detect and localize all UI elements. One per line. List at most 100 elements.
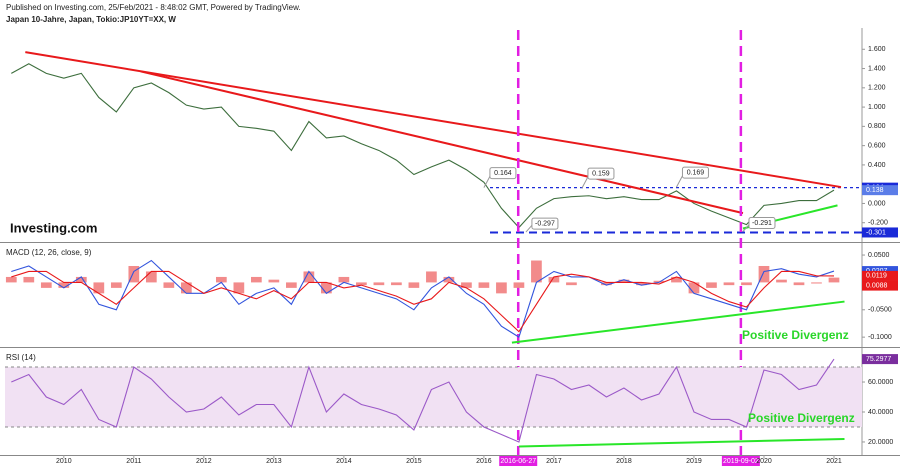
annotation-label: 0.164: [494, 170, 512, 177]
histogram-bar: [758, 265, 770, 283]
date-tag-label: 2016-06-27: [500, 458, 536, 465]
histogram-bar: [286, 282, 297, 288]
histogram-bar: [793, 282, 805, 286]
histogram-bar: [723, 282, 735, 286]
y-tick-label: -0.0500: [868, 307, 892, 314]
annotation-label: -0.297: [535, 220, 555, 227]
histogram-bar: [408, 282, 420, 288]
histogram-bar: [706, 282, 717, 288]
histogram-bar: [741, 282, 752, 286]
histogram-bar: [373, 282, 385, 286]
y-tick-label: 20.0000: [868, 439, 893, 446]
histogram-bar: [145, 271, 157, 283]
histogram-bar: [233, 282, 245, 294]
histogram-bar: [548, 276, 560, 283]
panel-title: MACD (12, 26, close, 9): [6, 248, 92, 257]
histogram-bar: [828, 277, 840, 283]
histogram-bar: [180, 282, 192, 294]
histogram-bar: [496, 282, 507, 294]
value-tag-label: 0.0119: [866, 273, 887, 280]
series-line: [11, 259, 835, 338]
value-tag: [862, 280, 898, 291]
annotation-label: 0.169: [687, 170, 705, 177]
histogram-bar: [268, 279, 280, 283]
histogram-bar: [688, 282, 700, 294]
x-tick-label: 2011: [126, 458, 141, 465]
panel-title: RSI (14): [6, 353, 36, 362]
histogram-bar: [636, 282, 647, 286]
histogram-bar: [93, 282, 105, 294]
histogram-bar: [128, 265, 140, 283]
value-tag: [862, 270, 898, 281]
histogram-bar: [811, 282, 822, 284]
annotation-box: [531, 217, 559, 230]
series-line: [11, 358, 835, 443]
histogram-bar: [653, 280, 665, 283]
histogram-bar: [513, 282, 525, 288]
price-tag: [862, 227, 898, 238]
trend-line: [518, 437, 845, 448]
x-tick-label: 2020: [756, 458, 772, 465]
x-tick-label: 2014: [336, 458, 352, 465]
histogram-bar: [321, 282, 332, 294]
series-line: [11, 63, 835, 229]
histogram-bar: [163, 282, 175, 288]
y-tick-label: 60.0000: [868, 379, 893, 386]
histogram-bar: [391, 282, 402, 286]
histogram-bar: [618, 279, 630, 283]
x-tick-label: 2019: [686, 458, 702, 465]
x-tick-label: 2016: [476, 458, 492, 465]
histogram-bar: [23, 276, 35, 283]
histogram-bar: [531, 260, 542, 283]
date-tag: [721, 456, 760, 466]
x-tick-label: 2013: [266, 458, 282, 465]
histogram-bar: [40, 282, 52, 288]
series-line: [11, 270, 834, 333]
y-tick-label: -0.200: [868, 220, 888, 227]
value-tag-label: 0.0088: [866, 282, 888, 289]
histogram-bar: [5, 276, 17, 283]
histogram-bar: [356, 282, 367, 286]
chart-title: Japan 10-Jahre, Japan, Tokio:JP10YT=XX, …: [6, 15, 176, 24]
y-tick-label: 1.200: [868, 85, 886, 92]
published-note: Published on Investing.com, 25/Feb/2021 …: [6, 3, 301, 12]
annotation-box: [748, 216, 776, 229]
y-tick-label: -0.1000: [868, 334, 892, 341]
histogram-bar: [601, 282, 612, 286]
y-tick-label: 40.0000: [868, 409, 893, 416]
watermark: Investing.com: [10, 220, 97, 235]
x-tick-label: 2017: [546, 458, 562, 465]
y-tick-label: 0.800: [868, 123, 886, 130]
histogram-bar: [461, 282, 472, 288]
histogram-bar: [110, 282, 122, 288]
y-tick-label: 0.0500: [868, 252, 890, 259]
value-tag-label: 75.2977: [866, 356, 891, 363]
trend-line: [140, 70, 744, 215]
histogram-bar: [776, 279, 787, 283]
x-tick-label: 2010: [56, 458, 72, 465]
histogram-bar: [303, 271, 315, 283]
y-tick-label: 0.600: [868, 142, 886, 149]
y-tick-label: 1.000: [868, 104, 886, 111]
rsi-band: [5, 367, 862, 427]
x-tick-label: 2012: [196, 458, 212, 465]
divergence-label: Positive Divergenz: [742, 328, 849, 342]
histogram-bar: [338, 276, 350, 283]
y-tick-label: 1.600: [868, 46, 886, 53]
date-tag-label: 2019-09-02: [723, 458, 759, 465]
value-tag: [862, 185, 898, 196]
x-tick-label: 2018: [616, 458, 632, 465]
histogram-bar: [426, 271, 437, 283]
histogram-bar: [58, 282, 70, 288]
histogram-bar: [671, 276, 682, 283]
histogram-bar: [478, 282, 490, 288]
histogram-bar: [215, 276, 227, 283]
histogram-bar: [251, 276, 262, 283]
date-tag: [499, 456, 538, 466]
histogram-bar: [75, 276, 87, 283]
y-tick-label: 1.400: [868, 65, 886, 72]
annotation-label: -0.291: [752, 220, 772, 227]
value-tag-label: 0.138: [866, 187, 884, 194]
y-tick-label: 0.000: [868, 200, 886, 207]
